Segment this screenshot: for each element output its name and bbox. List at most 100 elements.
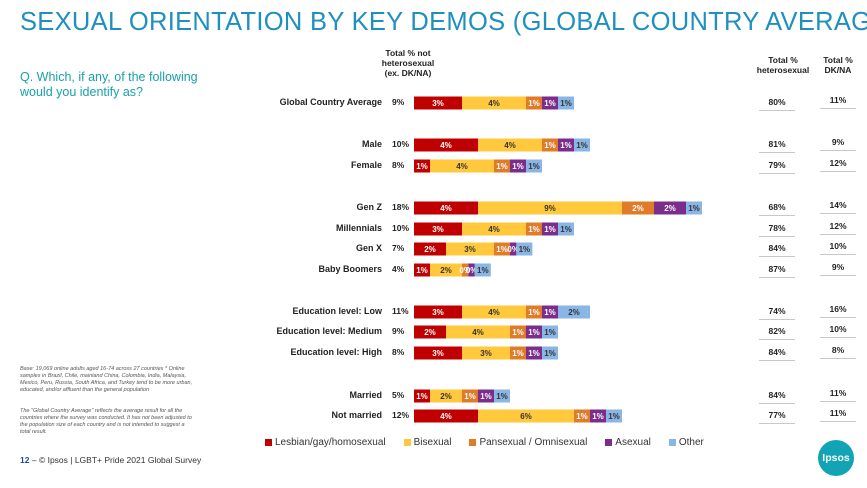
row-label: Not married: [331, 410, 382, 420]
bar-data-label: 1%: [416, 162, 428, 171]
bar-data-label: 1%: [416, 266, 428, 275]
bar-segment-other: [474, 263, 491, 277]
legend-item-lgb: Lesbian/gay/homosexual: [265, 437, 386, 448]
total-divider: [820, 275, 856, 276]
bar-segment-asexual: [510, 242, 517, 256]
bar-segment-lgb: [414, 263, 430, 277]
bar-segment-lgb: [414, 409, 478, 423]
bar-segment-other: [686, 201, 702, 215]
ipsos-logo: Ipsos: [818, 440, 854, 476]
bar-data-label: 1%: [528, 225, 540, 234]
bar-segment-other: [606, 409, 622, 423]
total-divider: [759, 236, 795, 237]
total-divider: [820, 254, 856, 255]
bar-data-label: 2%: [424, 245, 436, 254]
row-label: Male: [361, 139, 382, 149]
bar-data-label: 1%: [496, 392, 508, 401]
row-label: Married: [349, 390, 382, 400]
bar-data-label: 1%: [544, 141, 556, 150]
bar-data-label: 1%: [512, 349, 524, 358]
row-label: Millennials: [335, 223, 382, 233]
legend-label: Lesbian/gay/homosexual: [275, 437, 386, 448]
bar-segment-other: [516, 242, 533, 256]
total-divider: [820, 150, 856, 151]
not-heterosexual-total: 9%: [392, 326, 405, 336]
bar-segment-bisexual: [462, 222, 526, 236]
bar-data-label: 1%: [560, 99, 572, 108]
dkna-total: 8%: [831, 345, 845, 355]
bar-data-label: 3%: [432, 308, 444, 317]
bar-data-label: 4%: [456, 162, 468, 171]
bar-segment-lgb: [414, 242, 446, 256]
bar-segment-bisexual: [478, 138, 542, 152]
legend-swatch: [668, 439, 676, 446]
heterosexual-total: 78%: [768, 223, 786, 233]
bar-segment-other: [558, 305, 590, 319]
bar-data-label: 1%: [528, 99, 540, 108]
bar-segment-lgb: [414, 138, 478, 152]
base-note: Base: 19,069 online adults aged 16-74 ac…: [20, 366, 193, 393]
not-heterosexual-total: 10%: [392, 139, 410, 149]
legend-swatch: [403, 439, 411, 446]
total-divider: [820, 421, 856, 422]
bar-segment-lgb: [414, 305, 462, 319]
legend-swatch: [265, 439, 272, 446]
bar-segment-bisexual: [462, 305, 526, 319]
heterosexual-total: 80%: [768, 97, 786, 107]
bar-data-label: 2%: [568, 308, 580, 317]
bar-data-label: 1%: [544, 225, 556, 234]
not-heterosexual-total: 5%: [392, 390, 405, 400]
bar-data-label: 4%: [488, 225, 500, 234]
dkna-total: 9%: [831, 137, 845, 147]
bar-segment-bisexual: [430, 389, 462, 403]
bar-data-label: 4%: [440, 141, 452, 150]
bar-data-label: 4%: [440, 204, 452, 213]
bar-segment-bisexual: [430, 263, 462, 277]
bar-data-label: 0%: [507, 245, 519, 254]
bar-data-label: 0%: [459, 266, 471, 275]
row-label: Education level: High: [290, 347, 382, 357]
legend-label: Bisexual: [413, 437, 452, 448]
not-heterosexual-total: 12%: [392, 410, 410, 420]
bar-data-label: 1%: [528, 349, 540, 358]
bar-data-label: 1%: [608, 412, 620, 421]
total-divider: [820, 213, 856, 214]
total-divider: [759, 173, 795, 174]
bar-segment-asexual: [542, 305, 558, 319]
total-divider: [820, 234, 856, 235]
bar-data-label: 2%: [632, 204, 644, 213]
bar-segment-asexual: [526, 325, 542, 339]
bar-segment-asexual: [526, 346, 542, 360]
footer: 12 – © Ipsos | LGBT+ Pride 2021 Global S…: [20, 455, 201, 465]
bar-data-label: 1%: [519, 245, 531, 254]
dkna-total: 11%: [829, 388, 847, 398]
bar-data-label: 1%: [560, 141, 572, 150]
survey-question: Q. Which, if any, of the following would…: [20, 70, 198, 99]
bar-segment-pansexual: [494, 242, 510, 256]
total-divider: [759, 423, 795, 424]
bar-segment-lgb: [414, 96, 462, 110]
not-heterosexual-total: 8%: [392, 347, 405, 357]
bar-segment-lgb: [414, 159, 430, 173]
bar-data-label: 1%: [480, 392, 492, 401]
bar-segment-pansexual: [526, 96, 542, 110]
row-label: Education level: Medium: [276, 326, 382, 336]
total-divider: [759, 319, 795, 320]
bar-segment-pansexual: [526, 222, 542, 236]
bar-segment-pansexual: [462, 389, 478, 403]
total-divider: [759, 277, 795, 278]
not-heterosexual-total: 9%: [392, 97, 405, 107]
heterosexual-total: 87%: [768, 264, 786, 274]
bar-data-label: 1%: [544, 99, 556, 108]
bar-segment-pansexual: [574, 409, 590, 423]
bar-data-label: 1%: [477, 266, 489, 275]
total-divider: [759, 360, 795, 361]
bar-segment-lgb: [414, 222, 462, 236]
heterosexual-total: 84%: [768, 347, 786, 357]
row-label: Global Country Average: [279, 97, 382, 107]
bar-data-label: 1%: [576, 141, 588, 150]
not-heterosexual-total: 4%: [392, 264, 405, 274]
bar-segment-asexual: [558, 138, 574, 152]
bar-segment-pansexual: [542, 138, 558, 152]
total-divider: [759, 110, 795, 111]
